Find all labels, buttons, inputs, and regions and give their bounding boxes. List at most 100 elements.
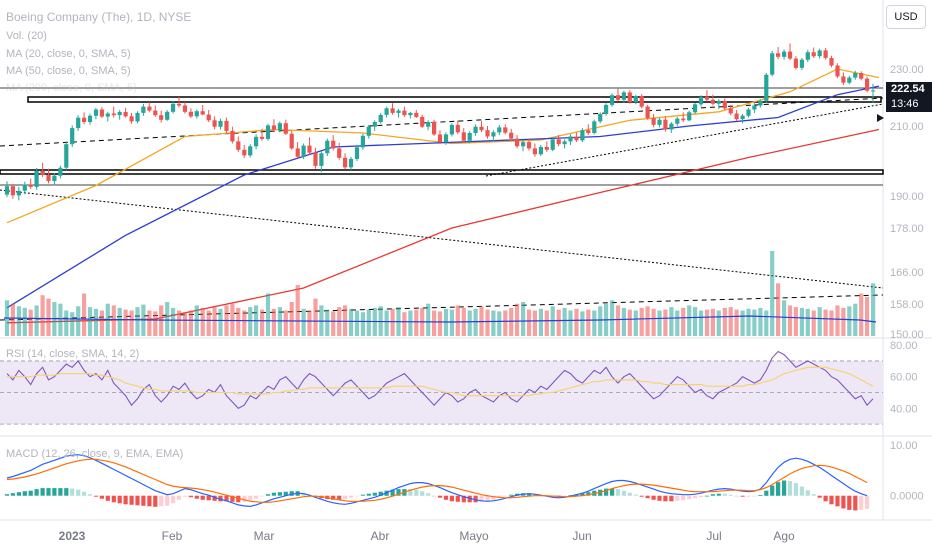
candle-body [34, 170, 39, 187]
signal-line [6, 458, 868, 503]
volume-bar [34, 305, 39, 336]
volume-bar [99, 310, 104, 336]
macd-histogram-bar [4, 494, 10, 496]
macd-histogram-bar [360, 494, 365, 496]
volume-bar [675, 310, 680, 336]
candle-body [230, 130, 235, 142]
candle-body [248, 146, 253, 156]
macd-histogram-bar [378, 491, 383, 496]
candle-body [503, 127, 508, 133]
macd-histogram-bar [372, 492, 377, 496]
candle-body [366, 126, 371, 136]
volume-bar [402, 312, 407, 336]
price-axis-tick: 158.00 [890, 299, 924, 311]
macd-histogram-bar [669, 495, 674, 502]
volume-bar [123, 309, 128, 336]
trendline-dotted-up [485, 103, 884, 177]
macd-histogram-bar [111, 495, 116, 503]
volume-bar [437, 311, 443, 336]
candle-body [331, 140, 336, 149]
rsi-line [6, 350, 874, 409]
candle-body [509, 132, 514, 139]
volume-bar [491, 310, 496, 336]
macd-histogram-bar [40, 488, 45, 496]
candle-body [586, 130, 591, 133]
macd-histogram-bar [22, 491, 27, 496]
macd-histogram-bar [348, 495, 354, 498]
legend-ma200[interactable]: MA (200, close, 0, SMA, 5) [6, 82, 137, 94]
candle-body [461, 132, 466, 141]
legend-ma50[interactable]: MA (50, close, 0, SMA, 5) [6, 65, 131, 77]
candle-body [58, 167, 63, 176]
volume-bar [28, 309, 33, 336]
candle-body [621, 92, 626, 100]
macd-histogram-bar [331, 495, 336, 500]
candle-body [639, 96, 644, 107]
volume-bar [93, 308, 99, 336]
candle-body [52, 175, 57, 181]
macd-histogram-bar [728, 494, 733, 496]
macd-histogram-bar [188, 495, 193, 498]
volume-bar [657, 310, 662, 336]
macd-histogram-bar [236, 495, 241, 503]
volume-bar [782, 300, 787, 336]
macd-histogram-bar [687, 495, 692, 500]
volume-bar [432, 310, 437, 336]
volume-bar [663, 309, 668, 336]
last-price-arrow [877, 114, 884, 122]
macd-histogram-bar [70, 488, 75, 496]
macd-histogram-bar [242, 495, 247, 502]
candle-body [722, 100, 727, 109]
volume-bar [598, 306, 603, 336]
volume-bar [414, 309, 419, 336]
macd-histogram-bar [46, 488, 51, 496]
macd-histogram-bar [117, 495, 122, 504]
candle-body [271, 125, 276, 130]
macd-histogram-bar [734, 495, 739, 497]
legend-macd[interactable]: MACD (12, 26, close, 9, EMA, EMA) [6, 448, 184, 460]
macd-histogram-bar [58, 488, 63, 496]
macd-histogram-bar [509, 494, 514, 496]
candle-body [22, 184, 27, 191]
volume-bar [348, 308, 354, 336]
macd-histogram-bar [621, 490, 626, 496]
volume-bar [687, 305, 692, 336]
candle-body [657, 119, 662, 125]
candle-body [64, 144, 69, 168]
currency-button[interactable]: USD [886, 5, 926, 29]
volume-bar [449, 309, 454, 336]
macd-histogram-bar [503, 495, 508, 497]
legend-rsi[interactable]: RSI (14, close, SMA, 14, 2) [6, 348, 140, 360]
macd-histogram-bar [224, 495, 229, 502]
macd-histogram-bar [265, 494, 271, 496]
macd-histogram-bar [853, 495, 858, 511]
candle-body [746, 109, 751, 116]
macd-histogram-bar [811, 494, 816, 496]
price-axis-tick: 230.00 [890, 64, 924, 76]
legend-ma20[interactable]: MA (20, close, 0, SMA, 5) [6, 48, 131, 60]
volume-bar [817, 307, 822, 336]
macd-histogram-bar [722, 493, 727, 496]
macd-histogram-bar [455, 495, 460, 502]
macd-histogram-bar [461, 495, 466, 503]
volume-bar [271, 308, 276, 336]
macd-histogram-bar [182, 495, 187, 497]
macd-histogram-bar [354, 495, 360, 497]
candle-body [224, 120, 229, 131]
volume-bar [521, 302, 526, 336]
candle-body [538, 147, 543, 155]
volume-bar [360, 312, 365, 336]
candle-body [859, 73, 864, 79]
candle-body [651, 118, 656, 125]
volume-bar [390, 308, 395, 336]
macd-histogram-bar [615, 489, 621, 496]
volume-bar [331, 311, 336, 336]
volume-bar [746, 308, 751, 336]
volume-bar [639, 307, 644, 336]
legend-vol[interactable]: Vol. (20) [6, 30, 47, 42]
macd-histogram-bar [865, 495, 870, 509]
candle-body [633, 96, 638, 103]
candle-body [443, 134, 449, 143]
macd-histogram-bar [343, 495, 348, 500]
